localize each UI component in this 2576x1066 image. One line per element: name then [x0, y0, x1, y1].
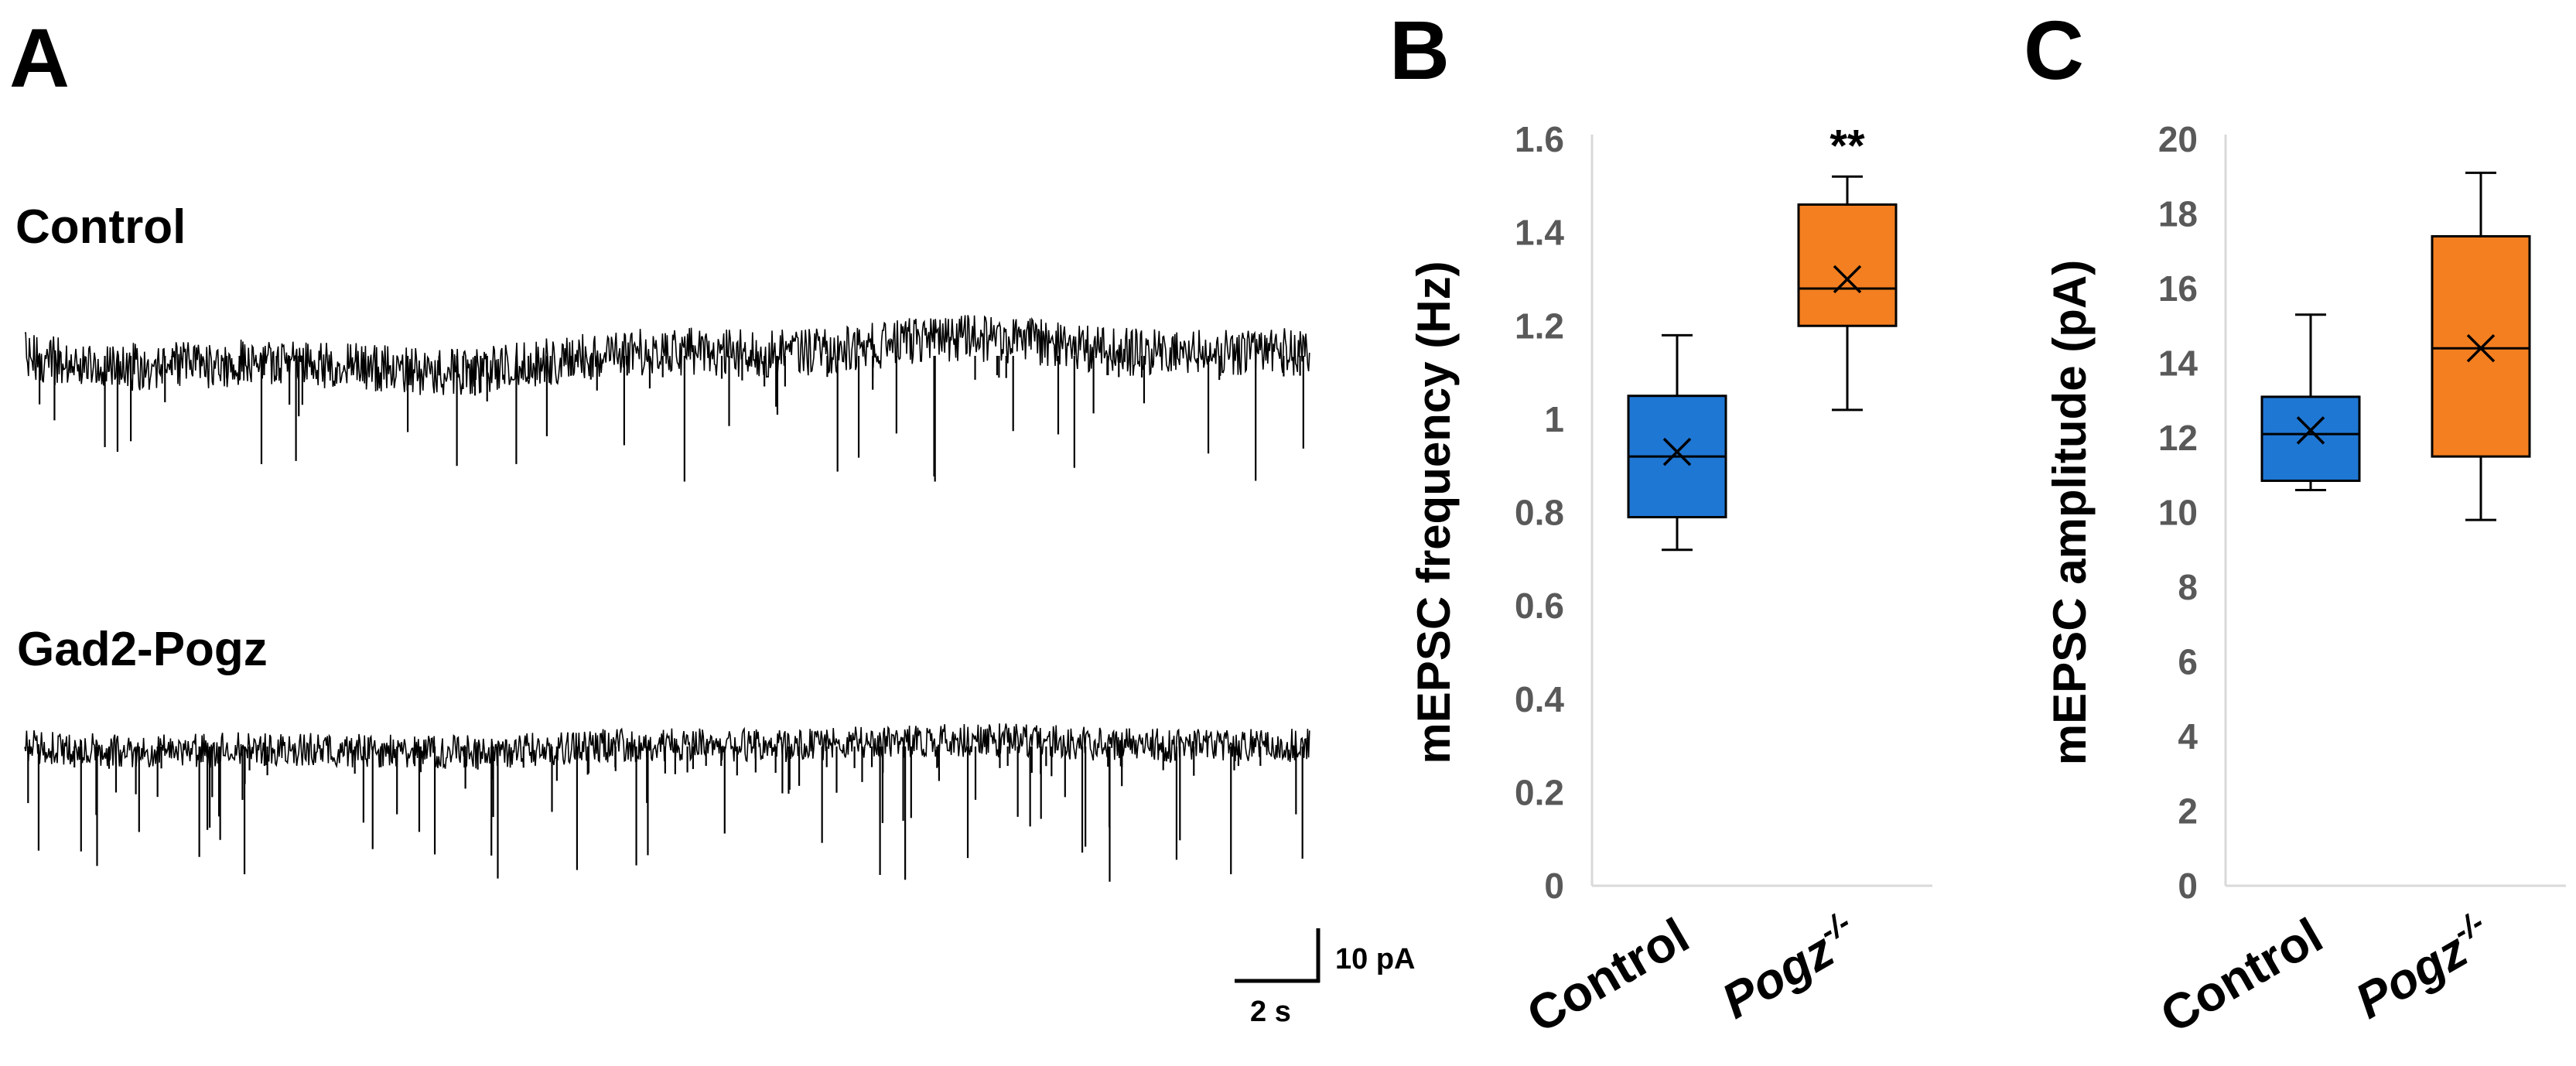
y-tick-label: 0.6	[1515, 586, 1564, 626]
y-tick-label: 0.8	[1515, 493, 1564, 533]
scale-bar-time-label: 2 s	[1250, 996, 1291, 1028]
control-trace-baseline	[24, 315, 1310, 395]
gad2-trace-baseline	[24, 723, 1310, 770]
y-tick-label: 20	[2158, 119, 2198, 159]
control-trace-label: Control	[15, 200, 186, 254]
significance-marker: **	[1830, 121, 1865, 171]
y-tick-label: 1.2	[1515, 306, 1564, 346]
y-tick-label: 4	[2178, 716, 2198, 757]
y-axis-label: mEPSC amplitude (pA)	[2044, 260, 2096, 765]
x-category-label: Control	[2151, 907, 2332, 1044]
control-trace	[24, 315, 1310, 482]
y-tick-label: 10	[2158, 493, 2198, 533]
amplitude-boxplot: C 0 2 4 6 8 10 12 14 16 18 20 mEPSC amplitude (pA) C…	[2024, 3, 2566, 1044]
box-control	[2260, 313, 2361, 492]
y-tick-label: 0.4	[1515, 679, 1564, 719]
y-tick-label: 12	[2158, 418, 2198, 458]
panel-letter-b: B	[1389, 3, 1450, 97]
y-axis-label: mEPSC frequency (Hz)	[1408, 261, 1460, 764]
gad2-pogz-trace	[24, 723, 1310, 882]
box-pogz	[2431, 171, 2531, 521]
mean-marker	[1662, 437, 1692, 466]
frequency-boxplot: B 0 0.2 0.4 0.6 0.8 1 1.2 1.4 1.6 mEPSC frequency…	[1389, 3, 1932, 1044]
y-tick-label: 14	[2158, 343, 2198, 384]
y-tick-label: 2	[2178, 791, 2198, 832]
box-pogz	[1797, 175, 1898, 412]
box-control	[1627, 333, 1727, 552]
y-tick-label: 0	[2178, 866, 2198, 906]
y-tick-label: 0.2	[1515, 772, 1564, 812]
x-category-label: Control	[1518, 907, 1698, 1044]
scale-bar-amplitude-label: 10 pA	[1335, 943, 1415, 975]
mean-marker	[1833, 265, 1862, 294]
scale-bar: 10 pA 2 s	[1235, 928, 1415, 1028]
iqr-box	[2260, 395, 2361, 482]
gad2-trace-label: Gad2-Pogz	[17, 623, 268, 676]
mean-marker	[2296, 416, 2325, 445]
y-tick-label: 6	[2178, 642, 2198, 682]
panel-letter-c: C	[2024, 3, 2084, 97]
y-tick-label: 18	[2158, 194, 2198, 234]
y-tick-label: 1.4	[1515, 213, 1564, 253]
y-tick-label: 0	[1544, 866, 1564, 906]
panel-a: A Control Gad2-Pogz 10 pA 2 s	[9, 11, 1415, 1028]
y-tick-label: 8	[2178, 567, 2198, 607]
iqr-box	[1797, 203, 1898, 327]
panel-letter-a: A	[9, 11, 70, 104]
y-tick-label: 1	[1544, 399, 1564, 439]
mean-marker	[2466, 333, 2496, 363]
x-category-label: Pogz-/-	[1711, 905, 1868, 1029]
y-tick-label: 16	[2158, 268, 2198, 309]
y-tick-label: 1.6	[1515, 119, 1564, 159]
x-category-label: Pogz-/-	[2345, 905, 2502, 1029]
